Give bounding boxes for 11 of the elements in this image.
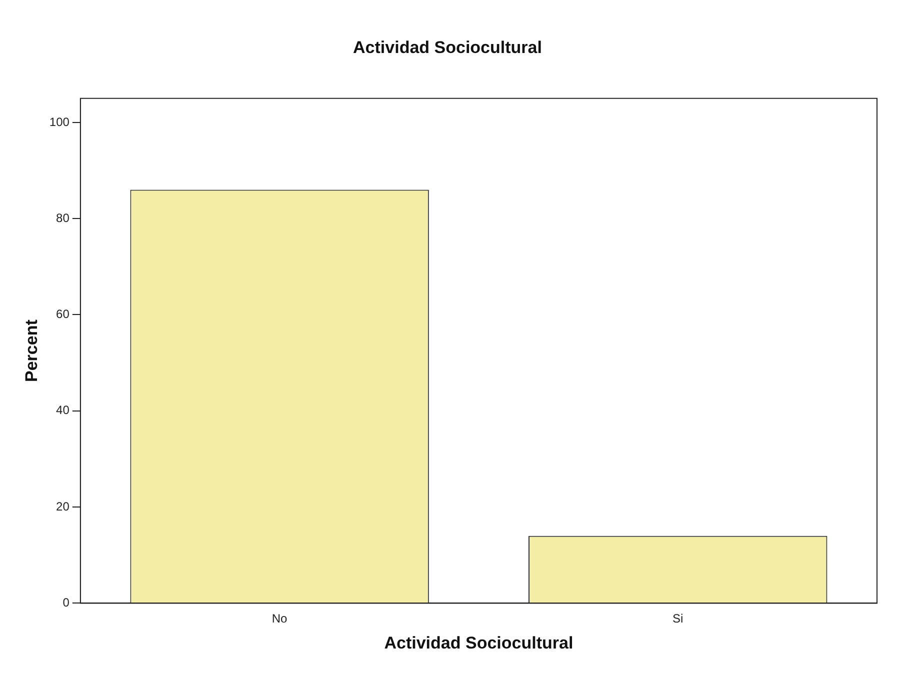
x-tick-label: No [272,612,288,626]
x-axis-title: Actividad Sociocultural [384,633,574,652]
y-axis-title: Percent [22,319,41,382]
y-tick-label: 100 [49,114,70,129]
y-tick-label: 60 [56,307,70,322]
x-tick-label: Si [672,612,684,626]
y-tick-label: 40 [56,403,70,418]
y-tick-label: 0 [62,596,70,610]
y-tick-label: 20 [56,499,70,514]
chart-title: Actividad Sociocultural [353,38,542,57]
y-tick-label: 80 [56,210,70,225]
